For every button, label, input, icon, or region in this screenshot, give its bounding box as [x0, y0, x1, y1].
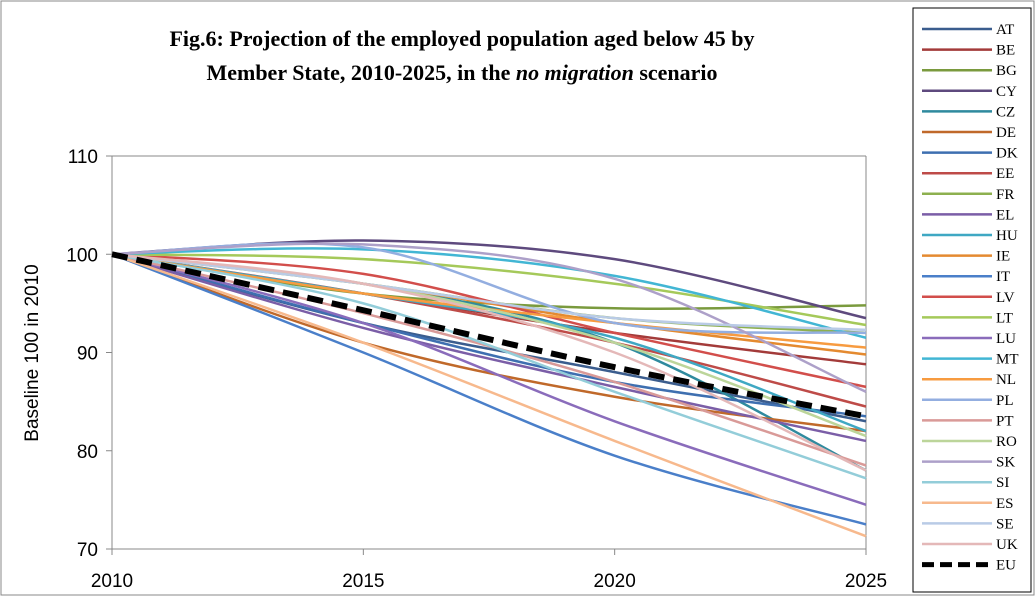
series-line — [111, 247, 867, 339]
legend-label: NL — [996, 372, 1016, 388]
legend-label: HU — [996, 228, 1018, 244]
legend-label: CY — [996, 84, 1017, 100]
y-tick-label: 100 — [66, 245, 98, 266]
series-line — [111, 242, 867, 393]
series-line — [111, 253, 867, 327]
legend-label: SI — [996, 475, 1009, 491]
y-axis-label: Baseline 100 in 2010 — [22, 264, 43, 441]
legend-label: CZ — [996, 104, 1015, 120]
y-tick-label: 110 — [68, 147, 98, 168]
legend-label: PL — [996, 393, 1014, 409]
legend-label: PT — [996, 413, 1014, 429]
series-line — [111, 253, 867, 506]
legend-label: DK — [996, 146, 1018, 162]
legend-label: BE — [996, 43, 1015, 59]
x-tick-label: 2010 — [91, 571, 133, 592]
legend-label: AT — [996, 22, 1014, 38]
legend-label: DE — [996, 125, 1016, 141]
title-line: Fig.6: Projection of the employed popula… — [169, 26, 754, 51]
y-tick-label: 90 — [77, 344, 98, 365]
legend-label: LU — [996, 331, 1016, 347]
legend-label: LV — [996, 290, 1015, 306]
x-tick-label: 2025 — [845, 571, 887, 592]
series-line — [111, 253, 867, 526]
legend-label: EE — [996, 166, 1014, 182]
series-line — [111, 253, 867, 472]
series-line — [111, 253, 867, 443]
legend-label: IT — [996, 269, 1010, 285]
chart-title: Member State, 2010-2025, in the no migra… — [206, 60, 717, 85]
title-part: Member State, 2010-2025, in the — [206, 60, 510, 85]
title-part: no migration — [516, 60, 634, 85]
legend-label: IE — [996, 249, 1010, 265]
legend-label: BG — [996, 63, 1017, 79]
legend-label: MT — [996, 352, 1019, 368]
series-line — [111, 253, 867, 418]
title-part: scenario — [639, 60, 717, 85]
series-line — [111, 251, 867, 420]
legend-label: SE — [996, 516, 1014, 532]
legend-label: UK — [996, 537, 1018, 553]
legend-label: SK — [996, 455, 1015, 471]
chart-title: Fig.6: Projection of the employed popula… — [169, 26, 754, 51]
x-tick-label: 2020 — [594, 571, 636, 592]
legend-label: FR — [996, 187, 1014, 203]
legend-label: EU — [996, 558, 1016, 574]
legend-label: ES — [996, 496, 1014, 512]
legend-box — [912, 7, 1032, 593]
legend-label: EL — [996, 207, 1014, 223]
series-line — [111, 253, 867, 332]
series-line — [111, 253, 867, 538]
legend-label: LT — [996, 310, 1013, 326]
y-tick-label: 70 — [77, 540, 98, 561]
y-tick-label: 80 — [77, 442, 98, 463]
x-tick-label: 2015 — [342, 571, 384, 592]
series-line — [111, 253, 867, 480]
legend-label: RO — [996, 434, 1017, 450]
